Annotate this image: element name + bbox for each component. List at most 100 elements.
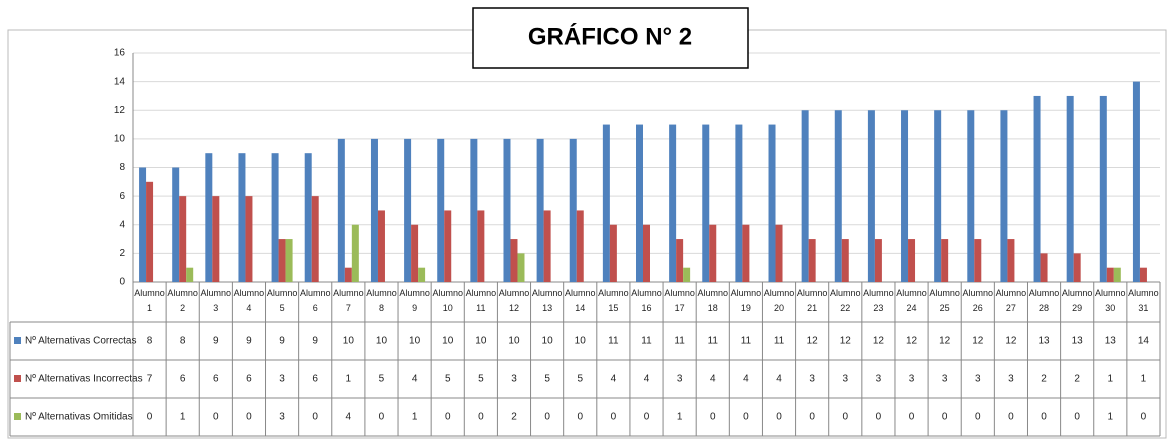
bar	[801, 110, 809, 282]
table-value: 11	[674, 336, 685, 347]
table-value: 10	[475, 336, 487, 347]
x-tick-label: Alumno 24	[896, 288, 927, 313]
x-tick-label-box: Alumno 5	[266, 288, 298, 313]
bar	[1099, 95, 1107, 282]
x-tick-label-box: Alumno 20	[764, 288, 795, 313]
table-value: 0	[975, 412, 981, 423]
bar	[418, 267, 426, 282]
bar	[934, 110, 942, 282]
x-tick-label-box: Alumno 3	[200, 288, 232, 313]
x-tick-label: Alumno 8	[366, 288, 397, 313]
bar	[1000, 110, 1008, 282]
bar	[351, 224, 359, 282]
bar	[841, 239, 849, 282]
table-value: 0	[1141, 412, 1147, 423]
x-tick-label-box: Alumno 16	[631, 288, 662, 313]
bar	[602, 124, 610, 282]
bar	[834, 110, 842, 282]
bar	[370, 138, 378, 282]
chart-title: GRÁFICO N° 2	[528, 22, 692, 50]
table-value: 9	[246, 336, 252, 347]
table-value: 4	[710, 374, 716, 385]
legend-label: Nº Alternativas Incorrectas	[25, 374, 143, 385]
x-tick-label: Alumno 17	[664, 288, 695, 313]
x-tick-label: Alumno 14	[564, 288, 596, 313]
x-tick-label-box: Alumno 10	[432, 288, 463, 313]
table-value: 3	[677, 374, 683, 385]
y-tick-label: 0	[119, 277, 125, 288]
bar	[775, 224, 783, 282]
table-value: 1	[677, 412, 683, 423]
table-value: 0	[611, 412, 617, 423]
x-tick-label-box: Alumno 1	[134, 288, 165, 313]
bar	[179, 196, 187, 282]
table-value: 0	[942, 412, 948, 423]
x-tick-label: Alumno 9	[399, 288, 430, 313]
bar	[569, 138, 577, 282]
table-value: 12	[939, 336, 951, 347]
x-tick-label: Alumno 15	[598, 288, 629, 313]
bar	[768, 124, 776, 282]
table-value: 12	[972, 336, 984, 347]
x-tick-label: Alumno 13	[531, 288, 563, 313]
bar	[304, 153, 312, 282]
table-value: 4	[644, 374, 650, 385]
table-value: 10	[343, 336, 355, 347]
table-value: 0	[1008, 412, 1014, 423]
bar	[411, 224, 419, 282]
x-tick-label: Alumno 25	[929, 288, 960, 313]
table-value: 13	[1072, 336, 1084, 347]
y-tick-label: 6	[119, 191, 125, 202]
table-value: 6	[312, 374, 318, 385]
table-value: 7	[147, 374, 153, 385]
x-tick-label-box: Alumno 4	[234, 288, 265, 313]
bar	[808, 239, 816, 282]
bar	[702, 124, 710, 282]
x-tick-label: Alumno 30	[1095, 288, 1126, 313]
x-tick-label-box: Alumno 28	[1029, 288, 1060, 313]
bar	[643, 224, 650, 282]
bar	[444, 210, 452, 282]
bar	[536, 138, 544, 282]
table-value: 12	[873, 336, 885, 347]
table-value: 3	[279, 412, 285, 423]
x-tick-label-box: Alumno 2	[167, 288, 198, 313]
bar	[609, 224, 617, 282]
table-value: 0	[743, 412, 749, 423]
table-value: 5	[445, 374, 451, 385]
table-value: 3	[1008, 374, 1014, 385]
x-tick-label-box: Alumno 11	[466, 288, 497, 313]
bar	[344, 267, 352, 282]
table-value: 12	[840, 336, 852, 347]
bar	[867, 110, 875, 282]
table-value: 3	[942, 374, 948, 385]
bar	[576, 210, 584, 282]
table-value: 4	[743, 374, 749, 385]
table-value: 0	[809, 412, 815, 423]
table-value: 14	[1138, 336, 1150, 347]
table-value: 0	[710, 412, 716, 423]
x-tick-label-box: Alumno 6	[299, 288, 331, 313]
y-tick-label: 10	[114, 134, 126, 145]
x-tick-label: Alumno 3	[200, 288, 232, 313]
x-tick-label-box: Alumno 13	[531, 288, 563, 313]
table-value: 13	[1038, 336, 1050, 347]
x-tick-label-box: Alumno 8	[366, 288, 397, 313]
x-tick-label: Alumno 5	[266, 288, 298, 313]
table-value: 3	[809, 374, 815, 385]
bar	[1139, 267, 1147, 282]
x-tick-label: Alumno 22	[830, 288, 861, 313]
table-value: 1	[1108, 412, 1114, 423]
bar	[1040, 253, 1048, 282]
x-tick-label: Alumno 6	[299, 288, 331, 313]
table-value: 0	[312, 412, 318, 423]
y-tick-label: 2	[119, 248, 125, 259]
table-value: 0	[909, 412, 915, 423]
x-tick-label: Alumno 2	[167, 288, 198, 313]
bar	[941, 239, 949, 282]
table-value: 11	[708, 336, 719, 347]
table-value: 12	[1005, 336, 1017, 347]
table-value: 0	[876, 412, 882, 423]
bar	[238, 153, 246, 282]
bar	[901, 110, 909, 282]
